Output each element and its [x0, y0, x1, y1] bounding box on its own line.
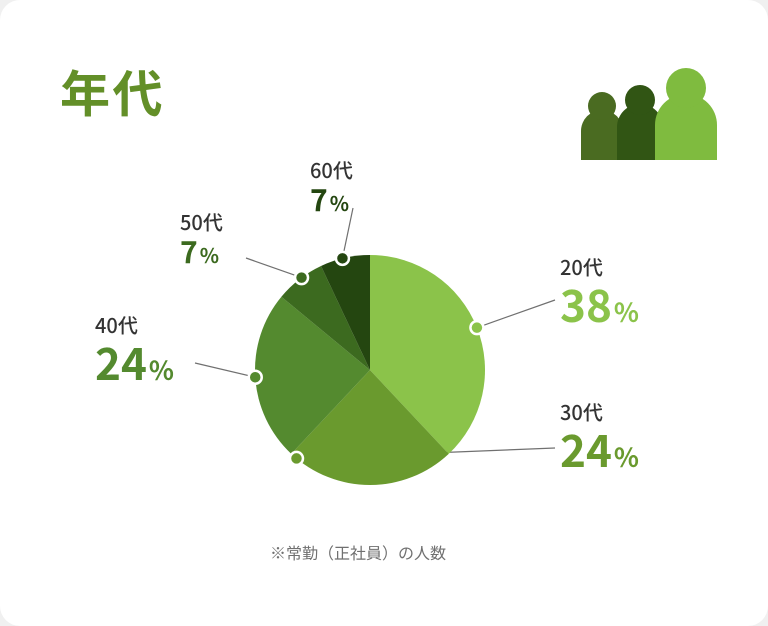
slice-marker-40s — [249, 371, 262, 384]
slice-label-pct-60s: % — [330, 191, 349, 214]
leader-line-40s — [195, 363, 255, 377]
slice-label-pct-30s: % — [614, 442, 639, 472]
slice-marker-20s — [470, 321, 483, 334]
slice-label-value-row-60s: 7% — [310, 181, 353, 216]
age-distribution-card: 年代 ※常勤（正社員）の人数 20代38%30代24%40代24%50代7%60… — [0, 0, 768, 626]
slice-label-30s: 30代24% — [560, 400, 639, 474]
slice-marker-60s — [336, 252, 349, 265]
slice-label-20s: 20代38% — [560, 255, 639, 329]
slice-label-pct-40s: % — [149, 355, 174, 385]
slice-label-value-row-40s: 24% — [95, 336, 174, 387]
leader-line-50s — [246, 258, 302, 278]
slice-label-60s: 60代7% — [310, 158, 353, 216]
slice-label-pct-20s: % — [614, 297, 639, 327]
leader-line-20s — [477, 300, 555, 328]
slice-label-40s: 40代24% — [95, 313, 174, 387]
slice-label-value-row-30s: 24% — [560, 423, 639, 474]
slice-marker-50s — [295, 271, 308, 284]
slice-label-value-20s: 38 — [560, 278, 612, 329]
slice-label-50s: 50代7% — [180, 210, 223, 268]
slice-label-value-row-50s: 7% — [180, 233, 223, 268]
slice-label-value-row-20s: 38% — [560, 278, 639, 329]
slice-label-value-30s: 24 — [560, 423, 612, 474]
slice-marker-30s — [290, 452, 303, 465]
footnote: ※常勤（正社員）の人数 — [270, 540, 446, 564]
slice-label-pct-50s: % — [200, 243, 219, 266]
slice-label-value-40s: 24 — [95, 336, 147, 387]
slice-label-value-50s: 7 — [180, 233, 198, 268]
slice-label-value-60s: 7 — [310, 181, 328, 216]
